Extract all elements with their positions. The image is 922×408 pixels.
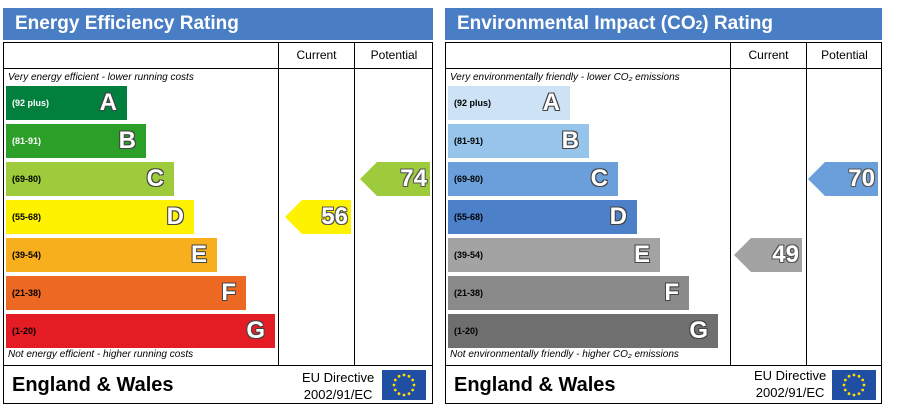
band-letter: A xyxy=(542,89,560,116)
ee-eu-directive-line2: 2002/91/EC xyxy=(303,387,373,402)
ei-eu-directive-line2: 2002/91/EC xyxy=(755,385,825,400)
ee-top-caption: Very energy efficient - lower running co… xyxy=(8,72,194,83)
rating-band-a: (92 plus) A xyxy=(6,86,127,120)
ei-potential-rating-value: 70 xyxy=(848,165,875,192)
eu-flag-icon xyxy=(382,370,426,400)
rating-band-d: (55-68) D xyxy=(6,200,194,234)
band-range-label: (92 plus) xyxy=(454,98,492,108)
ei-current-divider xyxy=(730,43,731,365)
ei-header: Environmental Impact (CO2) Rating xyxy=(445,8,882,40)
rating-band-f: (21-38) F xyxy=(6,276,246,310)
band-range-label: (1-20) xyxy=(454,326,479,336)
ee-current-column-header: Current xyxy=(278,43,354,68)
ee-eu-directive: EU Directive 2002/91/EC xyxy=(302,369,374,403)
band-range-label: (69-80) xyxy=(454,174,484,184)
band-letter: D xyxy=(166,203,184,230)
ei-potential-rating-arrow: 70 xyxy=(808,162,878,196)
arrow-shape xyxy=(734,238,802,272)
ei-frame: Current Potential Very environmentally f… xyxy=(445,42,882,404)
ei-header-divider xyxy=(446,68,881,69)
band-letter: B xyxy=(118,127,136,154)
ee-potential-rating-value: 74 xyxy=(400,165,427,192)
band-letter: C xyxy=(146,165,164,192)
rating-band-a: (92 plus) A xyxy=(448,86,570,120)
arrow-shape xyxy=(360,162,430,196)
ei-current-column-header: Current xyxy=(730,43,806,68)
ei-title-tail: ) Rating xyxy=(702,13,774,34)
energy-efficiency-panel: Energy Efficiency Rating Current Potenti… xyxy=(3,8,433,404)
band-range-label: (39-54) xyxy=(454,250,484,260)
rating-band-c: (69-80) C xyxy=(448,162,618,196)
band-letter: E xyxy=(190,241,207,268)
band-letter: D xyxy=(609,203,627,230)
ei-title: Environmental Impact (CO xyxy=(457,13,696,34)
ei-top-caption: Very environmentally friendly - lower CO… xyxy=(450,72,680,83)
ei-eu-directive-line1: EU Directive xyxy=(754,368,827,383)
ee-bottom-caption: Not energy efficient - higher running co… xyxy=(8,349,194,360)
rating-band-e: (39-54) E xyxy=(448,238,660,272)
ee-header: Energy Efficiency Rating xyxy=(3,8,433,40)
ee-potential-column-header: Potential xyxy=(354,43,433,68)
ee-current-divider xyxy=(278,43,279,365)
band-letter: G xyxy=(246,317,265,344)
band-range-label: (81-91) xyxy=(454,136,484,146)
ee-current-rating-value: 56 xyxy=(321,203,348,230)
band-range-label: (55-68) xyxy=(12,212,42,222)
ee-current-rating-arrow: 56 xyxy=(285,200,351,234)
rating-band-f: (21-38) F xyxy=(448,276,689,310)
ee-footer-divider xyxy=(4,365,432,366)
band-range-label: (55-68) xyxy=(454,212,484,222)
band-range-label: (39-54) xyxy=(12,250,42,260)
rating-band-d: (55-68) D xyxy=(448,200,637,234)
rating-band-e: (39-54) E xyxy=(6,238,217,272)
band-range-label: (81-91) xyxy=(12,136,42,146)
ei-footer-divider xyxy=(446,365,881,366)
ei-eu-directive: EU Directive 2002/91/EC xyxy=(754,367,826,401)
ei-region-label: England & Wales xyxy=(454,374,616,396)
rating-band-b: (81-91) B xyxy=(6,124,146,158)
environmental-impact-panel: Environmental Impact (CO2) Rating Curren… xyxy=(445,8,882,404)
band-range-label: (69-80) xyxy=(12,174,42,184)
band-letter: A xyxy=(99,89,117,116)
arrow-shape xyxy=(808,162,878,196)
ei-potential-column-header: Potential xyxy=(806,43,882,68)
eu-flag-icon xyxy=(832,370,876,400)
ee-header-divider xyxy=(4,68,432,69)
band-letter: F xyxy=(664,279,679,306)
band-letter: G xyxy=(689,317,708,344)
band-range-label: (21-38) xyxy=(454,288,484,298)
band-letter: F xyxy=(221,279,236,306)
band-range-label: (92 plus) xyxy=(12,98,50,108)
ei-bottom-caption: Not environmentally friendly - higher CO… xyxy=(450,349,679,360)
ei-title-subscript: 2 xyxy=(695,18,703,32)
ei-potential-divider xyxy=(806,43,807,365)
ei-current-rating-arrow: 49 xyxy=(734,238,802,272)
ee-eu-directive-line1: EU Directive xyxy=(302,370,375,385)
band-letter: C xyxy=(590,165,608,192)
ee-frame: Current Potential Very energy efficient … xyxy=(3,42,433,404)
arrow-shape xyxy=(285,200,351,234)
ee-potential-divider xyxy=(354,43,355,365)
ee-title: Energy Efficiency Rating xyxy=(15,13,239,34)
band-range-label: (21-38) xyxy=(12,288,42,298)
band-letter: B xyxy=(561,127,579,154)
rating-band-g: (1-20) G xyxy=(6,314,275,348)
rating-band-b: (81-91) B xyxy=(448,124,589,158)
ee-region-label: England & Wales xyxy=(12,374,174,396)
ei-current-rating-value: 49 xyxy=(772,241,799,268)
rating-band-c: (69-80) C xyxy=(6,162,174,196)
rating-band-g: (1-20) G xyxy=(448,314,718,348)
ee-potential-rating-arrow: 74 xyxy=(360,162,430,196)
band-range-label: (1-20) xyxy=(12,326,37,336)
band-letter: E xyxy=(633,241,650,268)
